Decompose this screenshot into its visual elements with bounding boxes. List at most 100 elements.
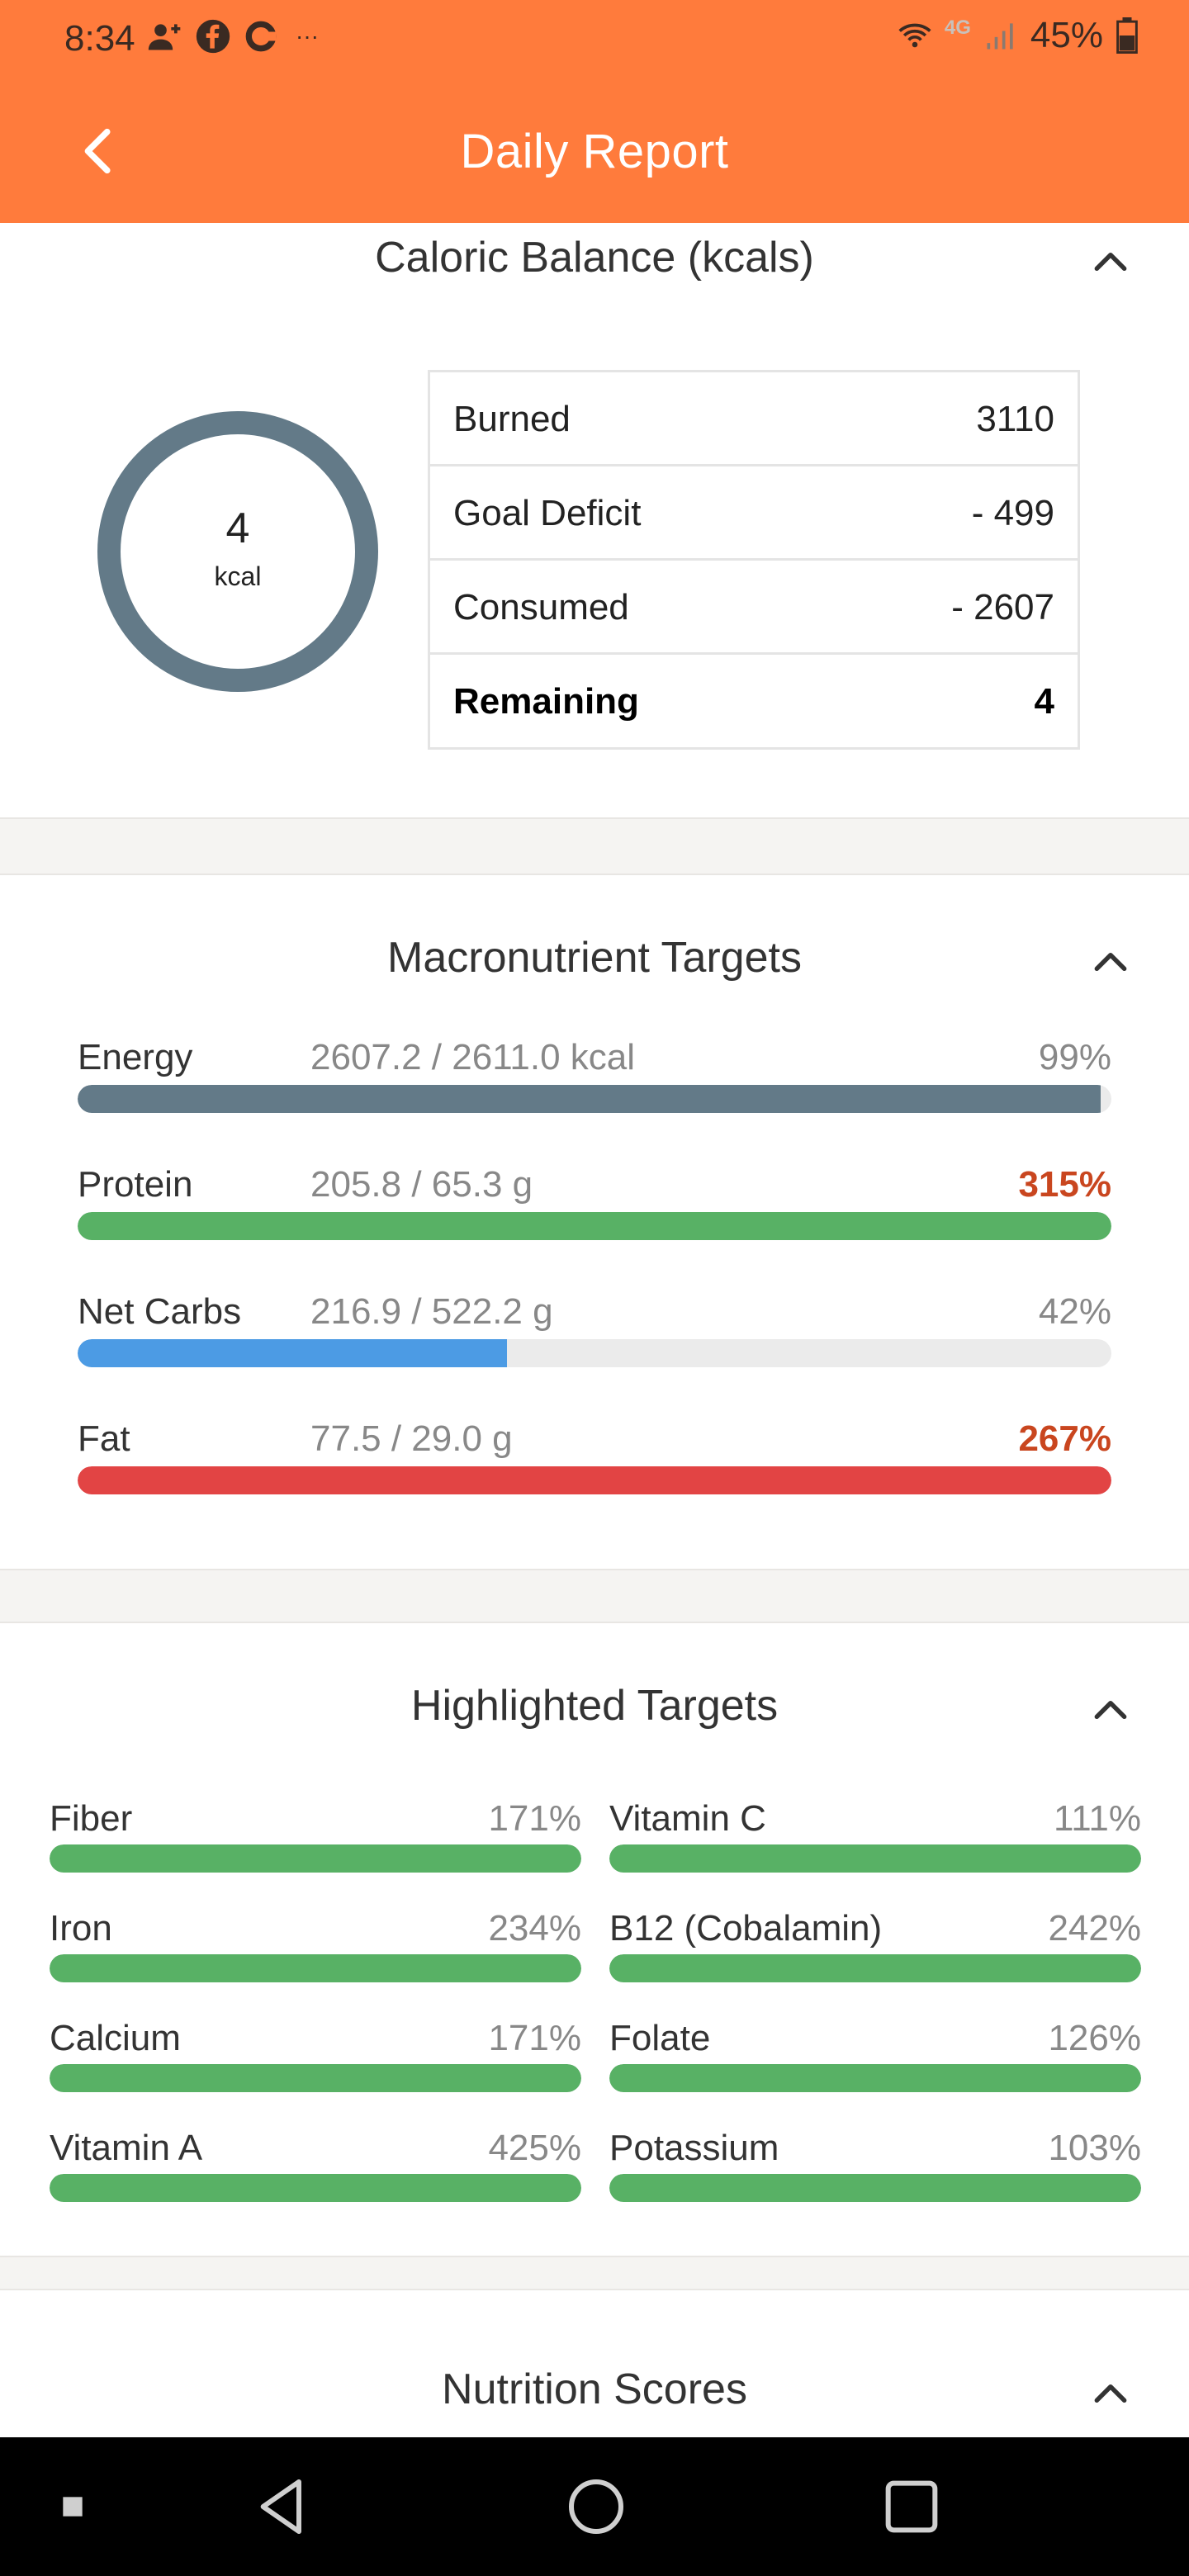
- target-percent: 171%: [488, 1798, 581, 1839]
- app-bar: Daily Report: [0, 79, 1189, 223]
- target-percent: 242%: [1048, 1908, 1141, 1949]
- macro-row-protein[interactable]: Protein 205.8 / 65.3 g 315%: [78, 1164, 1111, 1263]
- chevron-up-icon: [1094, 952, 1127, 972]
- target-name: Fiber: [50, 1798, 133, 1839]
- system-nav-bar: [0, 2437, 1189, 2576]
- target-name: Iron: [50, 1908, 112, 1949]
- progress-fill: [78, 1466, 1111, 1494]
- progress-fill: [78, 1212, 1111, 1240]
- target-percent: 111%: [1053, 1798, 1141, 1839]
- target-percent: 171%: [488, 2018, 581, 2058]
- progress-fill: [50, 1954, 581, 1982]
- ring-unit: kcal: [214, 561, 262, 591]
- target-percent: 126%: [1048, 2018, 1141, 2058]
- caloric-row-value: - 2607: [951, 587, 1054, 627]
- target-percent: 103%: [1048, 2128, 1141, 2168]
- target-name: Calcium: [50, 2018, 181, 2058]
- network-type: 4G: [944, 17, 971, 39]
- highlighted-targets-card: Highlighted Targets Fiber 171% Vitamin C…: [0, 1622, 1189, 2257]
- macro-amount: 205.8 / 65.3 g: [310, 1164, 533, 1205]
- caloric-row-label: Goal Deficit: [453, 493, 642, 533]
- target-item-vitamin-a[interactable]: Vitamin A 425%: [50, 2128, 581, 2218]
- progress-track: [50, 2064, 581, 2092]
- progress-fill: [609, 1844, 1141, 1873]
- collapse-macro-button[interactable]: [1090, 941, 1131, 983]
- macro-percent: 267%: [1018, 1418, 1111, 1459]
- progress-fill: [78, 1085, 1101, 1113]
- progress-fill: [609, 2174, 1141, 2202]
- target-name: B12 (Cobalamin): [609, 1908, 883, 1949]
- back-triangle-icon[interactable]: [249, 2474, 315, 2540]
- status-notification-icons: ···: [147, 18, 319, 54]
- chevron-up-icon: [1094, 1700, 1127, 1720]
- collapse-scores-button[interactable]: [1090, 2373, 1131, 2414]
- target-item-fiber[interactable]: Fiber 171%: [50, 1798, 581, 1889]
- more-dots-icon: ···: [296, 23, 319, 49]
- progress-track: [78, 1466, 1111, 1494]
- target-percent: 425%: [488, 2128, 581, 2168]
- person-add-icon: [148, 24, 181, 50]
- calorie-ring: [97, 411, 378, 692]
- sync-icon: [245, 21, 277, 52]
- macronutrient-card: Macronutrient Targets Energy 2607.2 / 26…: [0, 874, 1189, 1570]
- progress-fill: [78, 1339, 507, 1367]
- collapse-highlighted-button[interactable]: [1090, 1689, 1131, 1731]
- macro-amount: 77.5 / 29.0 g: [310, 1418, 513, 1459]
- macro-name: Protein: [78, 1164, 193, 1205]
- page-title: Daily Report: [460, 125, 729, 178]
- status-bar: 8:34 ··· 4G 45%: [0, 0, 1189, 79]
- caloric-row-remaining: Remaining 4: [430, 655, 1078, 749]
- macro-row-net-carbs[interactable]: Net Carbs 216.9 / 522.2 g 42%: [78, 1291, 1111, 1390]
- caloric-row-burned: Burned 3110: [430, 372, 1078, 466]
- caloric-table: Burned 3110 Goal Deficit - 499 Consumed …: [428, 370, 1080, 750]
- target-item-iron[interactable]: Iron 234%: [50, 1908, 581, 1999]
- caloric-row-consumed: Consumed - 2607: [430, 561, 1078, 655]
- recents-square-icon[interactable]: [879, 2474, 945, 2540]
- progress-track: [609, 2064, 1141, 2092]
- ring-value: 4: [225, 504, 250, 552]
- target-percent: 234%: [488, 1908, 581, 1949]
- macro-percent: 42%: [1038, 1291, 1111, 1332]
- progress-track: [609, 2174, 1141, 2202]
- macro-row-fat[interactable]: Fat 77.5 / 29.0 g 267%: [78, 1418, 1111, 1518]
- macro-amount: 216.9 / 522.2 g: [310, 1291, 553, 1332]
- facebook-icon: [196, 19, 230, 54]
- back-button[interactable]: [71, 122, 129, 180]
- target-name: Potassium: [609, 2128, 779, 2168]
- highlighted-targets-title: Highlighted Targets: [410, 1682, 779, 1730]
- home-circle-icon[interactable]: [563, 2474, 629, 2540]
- signal-icon: [987, 23, 1013, 50]
- caloric-row-goal-deficit: Goal Deficit - 499: [430, 466, 1078, 561]
- battery-percent: 45%: [1030, 15, 1103, 55]
- target-item-calcium[interactable]: Calcium 171%: [50, 2018, 581, 2109]
- progress-track: [50, 1954, 581, 1982]
- target-item-potassium[interactable]: Potassium 103%: [609, 2128, 1141, 2218]
- progress-track: [609, 1844, 1141, 1873]
- macro-name: Fat: [78, 1418, 130, 1459]
- caloric-row-label: Burned: [453, 399, 571, 439]
- chevron-up-icon: [1094, 252, 1127, 272]
- macro-name: Net Carbs: [78, 1291, 242, 1332]
- target-name: Vitamin A: [50, 2128, 203, 2168]
- nutrition-scores-card: Nutrition Scores: [0, 2289, 1189, 2447]
- progress-track: [78, 1339, 1111, 1367]
- progress-fill: [609, 1954, 1141, 1982]
- macro-name: Energy: [78, 1037, 193, 1077]
- target-item-b12[interactable]: B12 (Cobalamin) 242%: [609, 1908, 1141, 1999]
- chevron-left-icon: [84, 128, 111, 174]
- progress-fill: [50, 2064, 581, 2092]
- caloric-row-value: - 499: [971, 493, 1054, 533]
- caloric-balance-card: Caloric Balance (kcals) 4 kcal Burned 31…: [0, 223, 1189, 819]
- collapse-caloric-button[interactable]: [1090, 241, 1131, 282]
- macronutrient-title: Macronutrient Targets: [387, 934, 802, 982]
- macro-percent: 315%: [1018, 1164, 1111, 1205]
- macro-row-energy[interactable]: Energy 2607.2 / 2611.0 kcal 99%: [78, 1037, 1111, 1136]
- progress-track: [78, 1085, 1111, 1113]
- caloric-row-value: 3110: [976, 399, 1054, 439]
- macro-percent: 99%: [1038, 1037, 1111, 1077]
- chevron-up-icon: [1094, 2384, 1127, 2403]
- target-item-vitamin-c[interactable]: Vitamin C 111%: [609, 1798, 1141, 1889]
- caloric-row-label: Remaining: [453, 681, 639, 722]
- square-small-icon[interactable]: [40, 2474, 106, 2540]
- target-item-folate[interactable]: Folate 126%: [609, 2018, 1141, 2109]
